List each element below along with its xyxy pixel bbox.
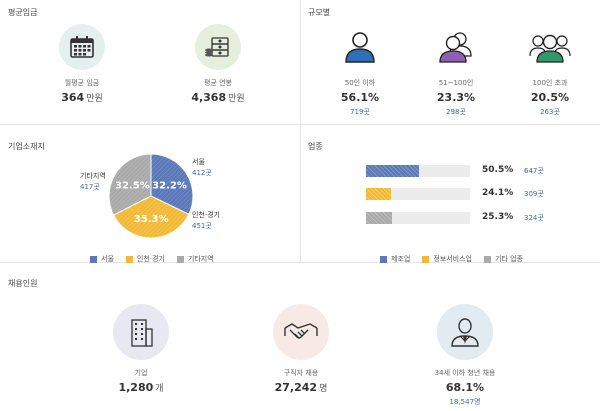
bar-value-label-info-service: 24.1% — [482, 188, 514, 198]
size-stat-medium: 51~100인 23.3% 298곳 — [416, 24, 496, 117]
location-pie-chart: 32.2% 35.3% 32.5% — [108, 153, 194, 239]
legend-item-info-service: 정보서비스업 — [422, 254, 472, 264]
size-count-large: 263곳 — [540, 108, 560, 116]
bar-count-other-industry: 324곳 — [524, 214, 544, 222]
bar-info-service — [366, 188, 392, 200]
two-persons-icon — [433, 24, 479, 70]
hiring-jobseekers-value: 27,242 명 — [274, 381, 328, 394]
legend-item-manufacturing: 제조업 — [380, 254, 410, 264]
pie-value-label-incheon: 35.3% — [134, 214, 169, 225]
annual-wage-value: 4,368 만원 — [191, 91, 245, 104]
money-stack-icon — [195, 24, 241, 70]
size-label-small: 50인 이하 — [344, 79, 376, 87]
pie-value-label-other: 32.5% — [115, 181, 150, 192]
pie-label-seoul: 서울 412곳 — [192, 157, 212, 179]
hiring-youth-value: 68.1% — [445, 381, 485, 394]
hiring-youth-count: 18,547명 — [449, 398, 481, 406]
group-icon — [527, 24, 573, 70]
handshake-icon — [273, 304, 329, 360]
size-pct-large: 20.5% — [530, 91, 570, 104]
legend-item-seoul: 서울 — [90, 254, 114, 264]
annual-wage-stat: 평균 연봉 4,368 만원 — [178, 24, 258, 104]
bar-track — [366, 212, 470, 224]
annual-wage-label: 평균 연봉 — [204, 79, 232, 87]
bar-row-info-service: 24.1% 309곳 — [366, 188, 556, 202]
section-title-hiring: 채용인원 — [8, 279, 38, 288]
bar-track — [366, 165, 470, 177]
hiring-jobseekers-label: 구직자 채용 — [283, 369, 319, 377]
pie-label-other: 기타지역 417곳 — [80, 171, 106, 193]
section-title-by-size: 규모별 — [308, 8, 331, 17]
hiring-companies-value: 1,280 개 — [118, 381, 164, 394]
bar-other-industry — [366, 212, 393, 224]
size-pct-medium: 23.3% — [436, 91, 476, 104]
size-count-small: 719곳 — [350, 108, 370, 116]
person-icon — [337, 24, 383, 70]
bar-value-label-other-industry: 25.3% — [482, 212, 514, 222]
size-count-medium: 298곳 — [446, 108, 466, 116]
legend-item-other: 기타지역 — [176, 254, 214, 264]
hiring-companies-label: 기업 — [134, 369, 148, 377]
legend-swatch — [483, 255, 491, 263]
legend-item-incheon: 인천·경기 — [125, 254, 165, 264]
legend-swatch — [90, 255, 97, 263]
vertical-divider-top — [300, 0, 301, 262]
bar-count-manufacturing: 647곳 — [524, 167, 544, 175]
businessman-icon — [437, 304, 493, 360]
pie-value-label-seoul: 32.2% — [152, 180, 187, 191]
legend-swatch — [380, 255, 387, 263]
bar-row-other-industry: 25.3% 324곳 — [366, 212, 556, 226]
bar-manufacturing — [366, 165, 419, 177]
pie-count-other: 417곳 — [80, 183, 100, 191]
pie-slice-seoul — [150, 153, 194, 216]
legend-item-other-industry: 기타 업종 — [483, 254, 523, 264]
size-label-large: 100인 초과 — [532, 79, 568, 87]
bar-row-manufacturing: 50.5% 647곳 — [366, 165, 556, 179]
hiring-jobseekers-stat: 구직자 채용 27,242 명 — [256, 304, 346, 394]
pie-category-seoul: 서울 — [192, 158, 205, 166]
calendar-icon — [59, 24, 105, 70]
pie-label-incheon: 인천·경기 451곳 — [192, 210, 220, 232]
section-title-location: 기업소재지 — [8, 142, 45, 151]
legend-swatch — [422, 255, 430, 263]
size-stat-large: 100인 초과 20.5% 263곳 — [510, 24, 590, 117]
horizontal-divider-2 — [0, 262, 600, 263]
monthly-wage-stat: 월평균 임금 364 만원 — [42, 24, 122, 104]
legend-swatch — [176, 255, 184, 263]
pie-slice-other — [108, 153, 152, 216]
monthly-wage-value: 364 만원 — [61, 91, 103, 104]
horizontal-divider-1 — [0, 124, 600, 125]
size-stat-small: 50인 이하 56.1% 719곳 — [320, 24, 400, 117]
bar-count-info-service: 309곳 — [524, 190, 544, 198]
building-icon — [113, 304, 169, 360]
size-label-medium: 51~100인 — [438, 79, 474, 87]
pie-category-other: 기타지역 — [80, 172, 106, 180]
location-legend: 서울 인천·경기 기타지역 — [90, 254, 214, 264]
monthly-wage-label: 월평균 임금 — [64, 79, 100, 87]
industry-legend: 제조업 정보서비스업 기타 업종 — [380, 254, 523, 264]
pie-category-incheon: 인천·경기 — [192, 211, 220, 219]
section-title-industry: 업종 — [308, 142, 323, 151]
hiring-youth-label: 34세 이하 청년 채용 — [434, 369, 496, 377]
section-title-avg-wage: 평균임금 — [8, 8, 38, 17]
pie-count-seoul: 412곳 — [192, 169, 212, 177]
bar-value-label-manufacturing: 50.5% — [482, 165, 514, 175]
pie-count-incheon: 451곳 — [192, 222, 212, 230]
hiring-youth-stat: 34세 이하 청년 채용 68.1% 18,547명 — [410, 304, 520, 407]
legend-swatch — [125, 255, 133, 263]
bar-track — [366, 188, 470, 200]
pie-slice-incheon — [112, 195, 190, 239]
size-pct-small: 56.1% — [340, 91, 380, 104]
hiring-companies-stat: 기업 1,280 개 — [96, 304, 186, 394]
